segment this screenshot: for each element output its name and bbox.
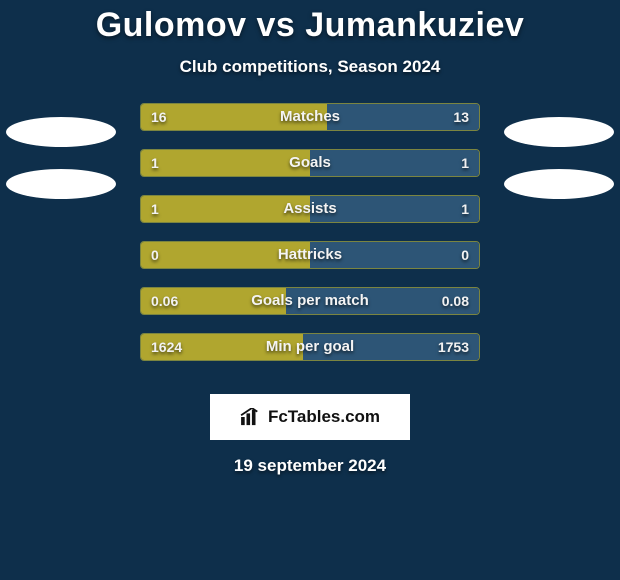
player-right-avatar (504, 117, 614, 147)
stat-label: Hattricks (141, 242, 479, 268)
subtitle: Club competitions, Season 2024 (0, 57, 620, 77)
stat-row: 1613Matches (140, 103, 480, 131)
stat-label: Goals per match (141, 288, 479, 314)
footer-date: 19 september 2024 (0, 456, 620, 476)
player-right-avatar (504, 169, 614, 199)
stat-row: 16241753Min per goal (140, 333, 480, 361)
brand-text: FcTables.com (268, 407, 380, 427)
page-title: Gulomov vs Jumankuziev (0, 0, 620, 45)
player-left-avatar (6, 117, 116, 147)
stat-row: 0.060.08Goals per match (140, 287, 480, 315)
stat-label: Assists (141, 196, 479, 222)
stat-row: 00Hattricks (140, 241, 480, 269)
stat-row: 11Assists (140, 195, 480, 223)
stat-label: Goals (141, 150, 479, 176)
stat-label: Matches (141, 104, 479, 130)
brand-badge: FcTables.com (210, 394, 410, 440)
player-left-avatar (6, 169, 116, 199)
chart-icon (240, 408, 262, 426)
stat-label: Min per goal (141, 334, 479, 360)
stat-row: 11Goals (140, 149, 480, 177)
bars-container: 1613Matches 11Goals 11Assists 00Hattricks 0.… (140, 103, 480, 379)
